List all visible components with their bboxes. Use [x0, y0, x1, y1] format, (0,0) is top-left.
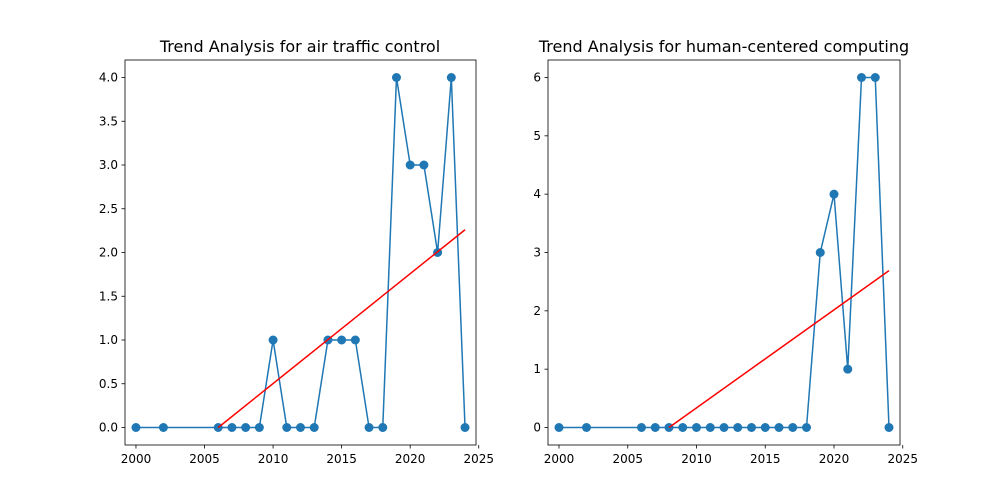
- plot-area: 2000 2005 2010 2015 2020 2025 0.0 0.5 1.0 1.5 2.0 2…: [99, 59, 494, 466]
- data-point: [309, 423, 319, 432]
- y-tick-label: 5: [533, 129, 541, 143]
- data-point: [405, 160, 415, 170]
- y-tick-label: 4: [533, 187, 541, 201]
- data-point: [419, 160, 429, 170]
- y-tick-label: 3.5: [99, 114, 118, 128]
- y-tick-label: 2.5: [99, 202, 118, 216]
- y-tick-label: 4.0: [99, 71, 118, 85]
- data-point: [268, 335, 278, 345]
- data-point: [747, 423, 756, 432]
- y-tick-label: 1: [533, 362, 541, 376]
- data-point: [350, 335, 360, 345]
- data-point: [554, 423, 564, 432]
- y-tick-label: 1.5: [99, 289, 118, 303]
- plot-area: 2000 2005 2010 2015 2020 2025 0 1 2 3 4 5 6: [533, 59, 918, 466]
- data-point: [582, 423, 591, 432]
- data-point: [446, 73, 456, 82]
- data-point: [364, 423, 374, 432]
- x-tick-label: 2005: [189, 452, 220, 466]
- data-point: [227, 423, 237, 432]
- data-point: [650, 423, 660, 432]
- data-point: [870, 73, 880, 82]
- y-tick-label: 3: [533, 246, 541, 260]
- x-tick-label: 2025: [463, 452, 494, 466]
- y-tick-label: 3.0: [99, 158, 118, 172]
- chart-title: Trend Analysis for air traffic control: [159, 37, 440, 56]
- x-tick-label: 2005: [612, 452, 643, 466]
- chart-title: Trend Analysis for human-centered comput…: [538, 37, 909, 56]
- data-point: [760, 423, 770, 432]
- x-tick-label: 2020: [819, 452, 850, 466]
- y-tick-label: 1.0: [99, 333, 118, 347]
- data-point: [678, 423, 688, 432]
- x-tick-label: 2010: [681, 452, 712, 466]
- data-point: [843, 364, 853, 374]
- data-point: [733, 423, 743, 432]
- y-tick-label: 0.5: [99, 377, 118, 391]
- subplot-air-traffic-control: Trend Analysis for air traffic control 2…: [99, 37, 494, 466]
- data-point: [705, 423, 715, 432]
- data-point: [391, 73, 401, 82]
- x-tick-label: 2020: [395, 452, 426, 466]
- y-tick-label: 0.0: [99, 421, 118, 435]
- data-point: [241, 423, 251, 432]
- x-tick-label: 2000: [121, 452, 152, 466]
- data-point: [788, 423, 798, 432]
- data-point: [460, 423, 470, 432]
- data-point: [815, 248, 825, 257]
- data-point: [131, 423, 141, 432]
- data-point: [254, 423, 264, 432]
- trend-line: [217, 229, 466, 429]
- x-tick-label: 2010: [258, 452, 289, 466]
- trend-line: [668, 269, 890, 429]
- data-point: [884, 423, 894, 432]
- data-point: [829, 189, 839, 199]
- x-tick-label: 2015: [750, 452, 781, 466]
- data-point: [296, 423, 305, 432]
- subplot-human-centered-computing: Trend Analysis for human-centered comput…: [533, 37, 918, 466]
- data-point: [337, 335, 347, 345]
- x-tick-label: 2000: [544, 452, 575, 466]
- y-tick-label: 2: [533, 304, 541, 318]
- data-point: [774, 423, 784, 432]
- data-point: [637, 423, 646, 432]
- data-point: [719, 423, 729, 432]
- data-point: [282, 423, 292, 432]
- y-tick-label: 2.0: [99, 246, 118, 260]
- x-tick-label: 2025: [887, 452, 918, 466]
- data-point: [857, 73, 866, 82]
- y-tick-label: 6: [533, 71, 541, 85]
- data-point: [158, 423, 168, 432]
- y-tick-label: 0: [533, 421, 541, 435]
- data-point: [378, 423, 388, 432]
- x-tick-label: 2015: [326, 452, 357, 466]
- data-point: [692, 423, 701, 432]
- data-point: [802, 423, 811, 432]
